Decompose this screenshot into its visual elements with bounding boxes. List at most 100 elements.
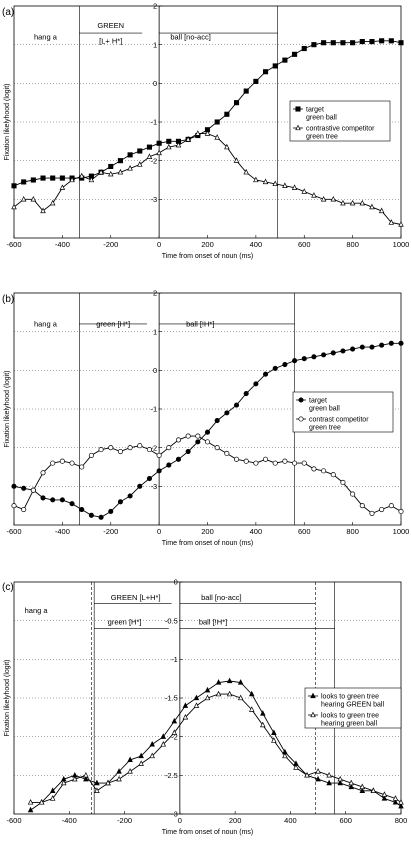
data-point [204,694,211,701]
data-point [166,138,172,144]
data-point [392,799,399,805]
data-point [214,418,220,424]
data-point [379,38,385,44]
data-point [156,452,162,458]
data-point [263,69,269,75]
data-point [88,512,94,518]
data-point [127,493,133,499]
data-point [38,799,45,805]
data-point [260,710,266,716]
data-point [388,503,394,509]
x-tick-label: -200 [103,527,118,536]
x-tick-label: -400 [62,816,77,825]
data-point [369,203,375,210]
data-point [175,437,182,443]
x-tick-label: -400 [55,240,70,249]
panel-label: (a) [2,7,14,18]
data-point [40,207,46,214]
y-tick-label: -0.5 [165,616,178,625]
y-tick-label: -2 [150,156,157,165]
data-point [185,136,191,142]
data-point [11,203,17,210]
data-point [248,690,255,697]
data-point [185,448,191,455]
data-point [359,199,366,206]
data-point [215,679,222,685]
data-point [117,168,124,175]
annotation-text: GREEN [97,21,124,30]
data-point [348,783,355,790]
data-point [224,450,230,457]
legend-swatch-marker [310,711,316,718]
data-point [272,460,278,466]
data-point [116,775,122,782]
data-point [108,508,114,515]
data-point [175,456,182,462]
data-point [330,472,336,478]
data-point [398,799,404,805]
data-point [315,768,321,774]
data-point [108,445,114,451]
data-point [127,152,133,158]
data-point [337,775,343,782]
data-point [293,764,299,770]
panel-label: (c) [2,582,14,593]
data-point [127,768,133,774]
legend: target green ball contrast competitor green… [292,391,394,433]
y-tick-label: -1 [171,655,178,664]
data-point [193,702,200,708]
data-point [370,787,377,793]
data-point [321,468,327,474]
data-point [137,483,143,489]
x-axis-label: Time from onset of noun (ms) [162,253,254,260]
data-point [262,178,269,185]
y-tick-label: -1.5 [165,694,178,703]
data-point [21,485,27,491]
data-point [398,340,404,346]
series-2 [11,433,404,516]
annotation-text: green [H*] [108,618,142,627]
data-point [40,495,46,501]
panel-label: (b) [2,294,14,305]
x-tick-label: 0 [157,240,161,249]
data-point [20,195,27,202]
data-point [83,775,89,782]
x-tick-label: -200 [103,240,118,249]
x-tick-label: -600 [6,816,21,825]
legend: looks to green tree hearing GREEN ball loo… [304,687,402,729]
y-axis-label: Fixation likelyhood (logit) [4,659,11,736]
data-point [72,775,78,782]
data-point [272,63,278,69]
data-point [98,168,104,175]
data-point [226,677,233,684]
data-point [204,439,211,445]
data-point [378,207,385,214]
data-point [40,175,46,181]
data-point [156,149,162,156]
x-tick-label: 1000 [393,240,410,249]
data-point [253,176,259,183]
series-2 [27,690,404,805]
data-point [369,39,375,45]
data-point [304,771,310,778]
y-tick-label: 1 [153,327,157,336]
data-point [59,497,65,503]
data-point [350,491,356,497]
data-point [69,501,75,507]
data-point [321,40,327,46]
data-point [30,177,36,183]
data-point [214,134,220,140]
data-point [271,737,277,743]
data-point [301,188,308,194]
y-tick-label: -2 [171,732,178,741]
y-tick-label: -3 [150,195,157,204]
data-point [175,141,182,148]
data-point [146,144,153,150]
data-point [243,458,249,464]
data-point [233,100,240,106]
data-point [59,458,65,464]
data-point [388,38,394,44]
data-point [156,468,162,474]
data-point [326,771,332,778]
data-point [160,733,167,739]
